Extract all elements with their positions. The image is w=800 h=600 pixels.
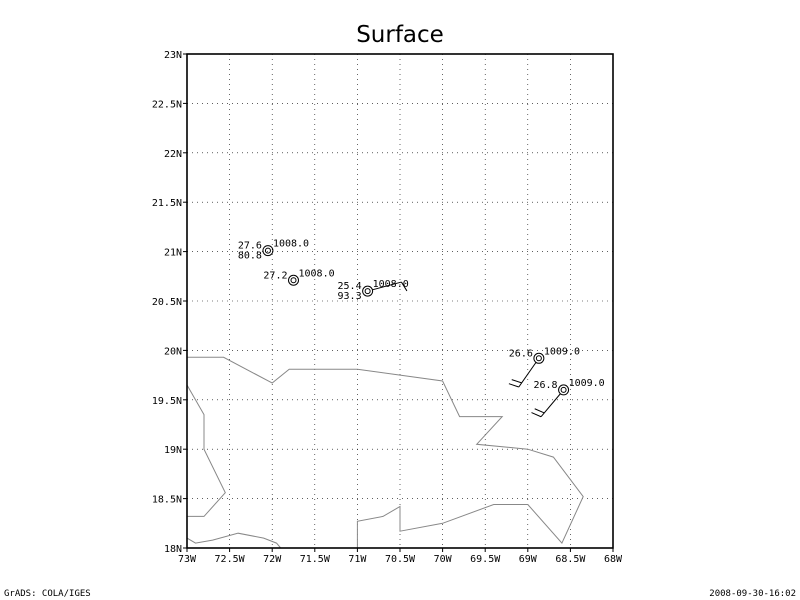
tick-label-lat: 20.5N	[152, 297, 182, 308]
map-title: Surface	[356, 22, 444, 48]
wind-barb-feather	[401, 281, 408, 292]
station-temperature: 25.4	[338, 281, 362, 292]
coastlines	[186, 356, 584, 549]
station-circle-outer	[288, 274, 299, 286]
station: 27.2 1008.0	[263, 268, 335, 286]
station: 27.6 1008.0 80.8	[238, 239, 309, 262]
tick-label-lon: 71.5W	[300, 554, 331, 565]
tick-label-lat: 18.5N	[152, 495, 182, 506]
tick-label-lon: 70.5W	[385, 554, 416, 565]
tick-label-lat: 19N	[164, 445, 182, 456]
station-circle-inner	[264, 247, 271, 254]
tick-label-lat: 22N	[164, 149, 182, 160]
coastline	[186, 384, 226, 517]
longitude-tick-labels: 73W 72.5W 72W 71.5W 71W 70.5W 70W 69.5W 69W 68.5W…	[178, 548, 623, 565]
wind-barb-shaft	[372, 281, 402, 291]
tick-label-lon: 68W	[604, 554, 623, 565]
plot-frame	[186, 53, 614, 549]
wind-barb-feather	[511, 379, 522, 384]
station: 26.6 1009.0	[508, 346, 580, 388]
latitude-tick-labels: 18N 18.5N 19N 19.5N 20N 20.5N 21N 21.5N 22N 22.5N…	[152, 50, 187, 555]
station-temperature: 26.6	[509, 348, 533, 359]
footer-timestamp: 2008-09-30-16:02	[709, 589, 796, 599]
station-temperature: 27.6	[238, 241, 262, 252]
station: 26.8 1009.0	[531, 378, 605, 418]
wind-barb-feather	[534, 408, 545, 414]
tick-label-lon: 72.5W	[215, 554, 246, 565]
tick-label-lon: 72W	[263, 554, 282, 565]
coastline	[187, 356, 584, 548]
tick-label-lon: 73W	[178, 554, 197, 565]
tick-label-lon: 70W	[434, 554, 453, 565]
station-circle-inner	[364, 288, 371, 295]
station-pressure: 1008.0	[273, 239, 309, 250]
station-pressure: 1009.0	[544, 346, 580, 357]
tick-label-lat: 22.5N	[152, 99, 182, 110]
station-pressure: 1008.0	[299, 268, 335, 279]
tick-label-lon: 69W	[519, 554, 538, 565]
station-temperature: 27.2	[263, 270, 287, 281]
grid-lines	[187, 54, 613, 548]
station-temperature: 26.8	[533, 380, 557, 391]
tick-label-lat: 20N	[164, 346, 182, 357]
station-plots: 27.6 1008.080.827.2 1008.025.4 1008.093.326…	[238, 239, 605, 418]
tick-label-lat: 19.5N	[152, 396, 182, 407]
coastline	[186, 532, 282, 549]
station-circle-outer	[262, 245, 274, 257]
station-pressure: 1009.0	[569, 378, 605, 389]
wind-barb-feather	[508, 383, 519, 388]
station-circle-outer	[533, 352, 545, 364]
tick-label-lat: 23N	[164, 50, 182, 61]
footer-credit: GrADS: COLA/IGES	[4, 589, 91, 599]
tick-label-lat: 21.5N	[152, 198, 182, 209]
tick-label-lat: 21N	[164, 248, 182, 259]
station-circle-inner	[290, 277, 297, 284]
station-circle-outer	[362, 285, 374, 297]
tick-label-lon: 69.5W	[470, 554, 501, 565]
station-dewpoint: 80.8	[238, 251, 262, 262]
station: 25.4 1008.093.3	[338, 279, 409, 302]
station-circle-outer	[558, 384, 570, 396]
tick-label-lon: 71W	[348, 554, 367, 565]
station-circle-inner	[560, 386, 567, 393]
wind-barb-feather	[531, 412, 542, 418]
tick-label-lon: 68.5W	[555, 554, 586, 565]
station-dewpoint: 93.3	[338, 291, 362, 302]
tick-label-lat: 18N	[164, 544, 182, 555]
station-circle-inner	[535, 355, 542, 362]
